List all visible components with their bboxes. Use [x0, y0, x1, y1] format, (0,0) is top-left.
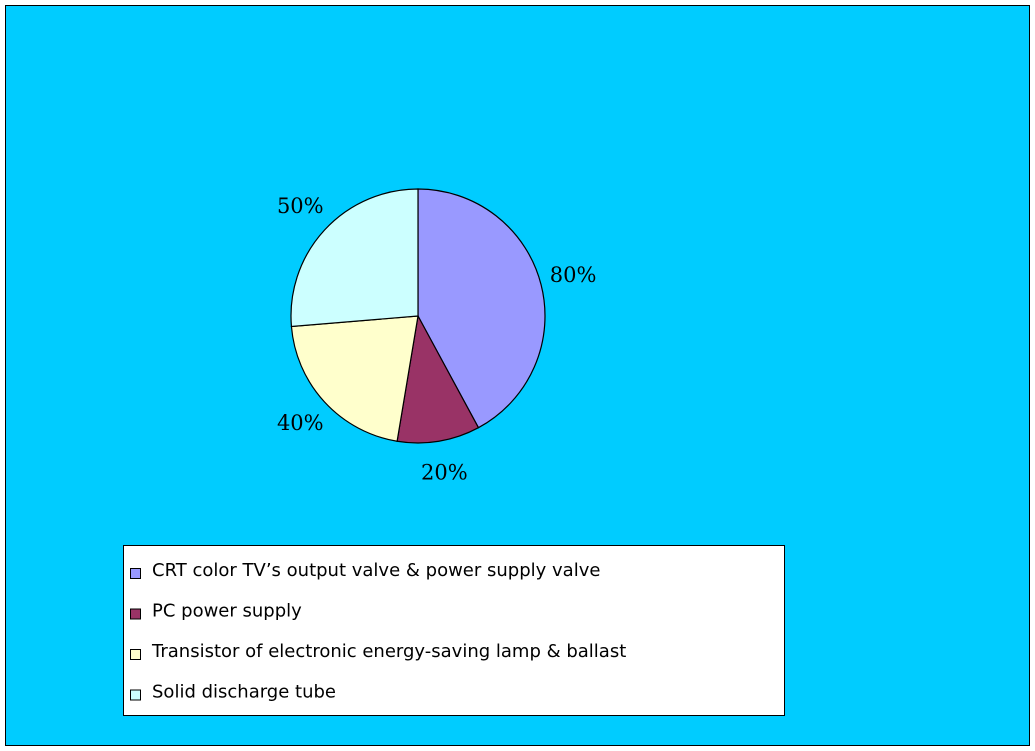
legend-label: Transistor of electronic energy-saving l…	[151, 641, 626, 662]
pie-slice	[290, 315, 419, 442]
legend-swatch	[130, 689, 141, 701]
data-label: 40%	[277, 411, 324, 435]
legend-swatch	[130, 608, 141, 620]
pie-slice	[417, 188, 546, 429]
pie-slice	[290, 188, 419, 328]
legend-label: PC power supply	[152, 601, 302, 622]
data-label: 50%	[277, 194, 324, 218]
pie-slice	[396, 314, 480, 444]
legend-box	[123, 545, 785, 716]
data-label: 20%	[421, 460, 468, 484]
data-label: 80%	[550, 263, 597, 287]
legend-label: CRT color TV’s output valve & power supp…	[152, 560, 600, 581]
legend-label: Solid discharge tube	[152, 682, 336, 703]
legend-swatch	[130, 568, 141, 579]
legend-swatch	[130, 649, 141, 660]
